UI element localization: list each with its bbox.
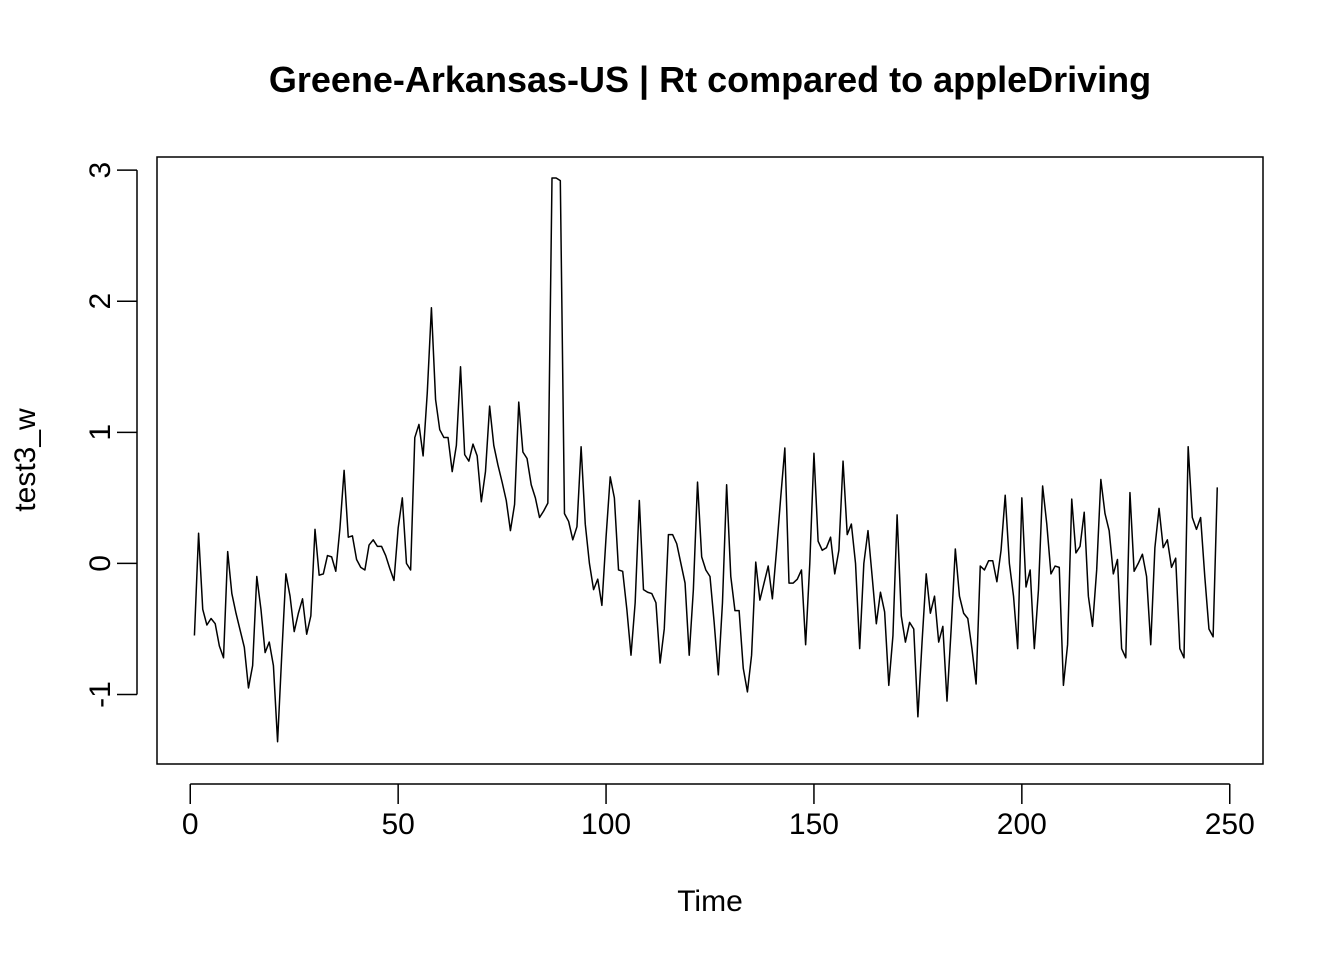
- x-axis-label: Time: [677, 885, 743, 918]
- x-tick-label: 200: [997, 808, 1047, 841]
- y-tick-label: 2: [84, 293, 117, 310]
- chart-title: Greene-Arkansas-US | Rt compared to appl…: [269, 59, 1151, 101]
- y-tick-label: 0: [84, 555, 117, 572]
- x-axis: 0 50 100 150 200 250: [182, 783, 1255, 841]
- x-tick-label: 100: [581, 808, 631, 841]
- y-tick-label: -1: [84, 681, 117, 708]
- y-tick-label: 1: [84, 424, 117, 441]
- plot-frame: [156, 156, 1264, 765]
- x-tick-label: 0: [182, 808, 199, 841]
- series-line: [193, 177, 1219, 743]
- y-axis: -1 0 1 2 3: [84, 162, 138, 708]
- y-tick-label: 3: [84, 162, 117, 179]
- x-tick-label: 150: [789, 808, 839, 841]
- y-axis-label: test3_w: [9, 408, 42, 512]
- x-tick-label: 50: [381, 808, 414, 841]
- x-tick-label: 250: [1205, 808, 1255, 841]
